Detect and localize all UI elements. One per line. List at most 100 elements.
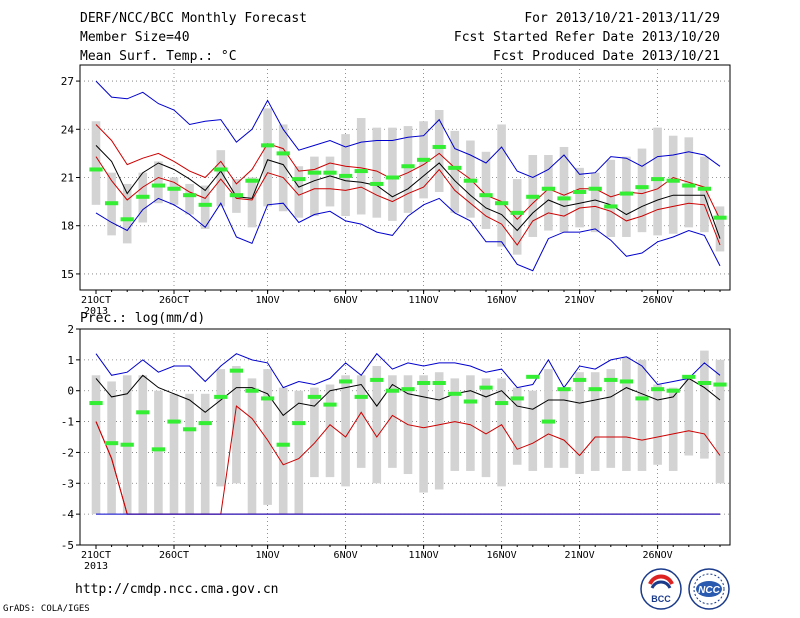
- prec-range-bar: [356, 375, 366, 468]
- temp-green-mark: [182, 193, 197, 198]
- prec-title: Prec.: log(mm/d): [80, 311, 205, 326]
- temp-green-mark: [323, 170, 337, 175]
- temp-range-bar: [200, 185, 210, 229]
- temp-xtick-label: 26OCT: [159, 295, 189, 306]
- temp-range-bar: [403, 126, 413, 213]
- prec-green-mark: [214, 394, 228, 399]
- prec-green-mark: [354, 394, 368, 399]
- prec-range-bar: [481, 378, 491, 478]
- prec-ytick-label: -3: [61, 477, 74, 490]
- prec-range-bar: [512, 387, 522, 465]
- temp-green-mark: [697, 186, 712, 191]
- temp-range-bar: [169, 177, 179, 205]
- prec-series-black-1: [95, 374, 721, 417]
- prec-range-bar: [169, 393, 179, 515]
- temp-green-mark: [292, 177, 306, 182]
- prec-green-mark: [557, 387, 571, 392]
- temp-green-mark: [307, 170, 322, 175]
- ncc-logo: NCC: [688, 568, 730, 610]
- prec-green-mark: [229, 368, 244, 373]
- prec-green-mark: [292, 421, 306, 426]
- prec-range-bar: [232, 366, 241, 484]
- temp-green-mark: [619, 191, 634, 196]
- prec-range-bar: [107, 381, 116, 515]
- temp-green-mark: [666, 178, 680, 183]
- temp-green-mark: [401, 164, 415, 169]
- prec-range-bar: [185, 393, 194, 515]
- temp-green-mark: [526, 194, 540, 199]
- prec-range-bar: [434, 372, 444, 490]
- temp-range-bar: [325, 156, 335, 207]
- temp-green-mark: [463, 178, 478, 183]
- temp-range-bar: [715, 206, 725, 252]
- temp-ytick-label: 24: [61, 123, 75, 136]
- temp-xtick-label: 11NOV: [409, 295, 439, 306]
- prec-ytick-label: -5: [61, 539, 74, 552]
- temp-green-mark: [604, 204, 618, 209]
- prec-range-bar: [653, 384, 662, 465]
- temp-range-bar: [700, 156, 709, 233]
- prec-green-mark: [619, 379, 634, 384]
- temp-xtick-label: 6NOV: [334, 295, 358, 306]
- temp-series-blue-0: [95, 80, 721, 179]
- prec-xtick-label: 11NOV: [409, 550, 439, 561]
- prec-green-mark: [448, 391, 462, 396]
- prec-range-bar: [637, 359, 647, 471]
- prec-range-bar: [622, 356, 631, 471]
- prec-green-mark: [572, 377, 587, 382]
- bcc-logo-text: BCC: [651, 594, 671, 604]
- temp-green-mark: [260, 143, 275, 148]
- temp-xtick-label: 1NOV: [256, 295, 280, 306]
- temp-range-bar: [450, 130, 460, 213]
- prec-green-mark: [541, 419, 556, 424]
- prec-green-mark: [588, 387, 602, 392]
- prec-xtick-label: 26NOV: [643, 550, 673, 561]
- prec-xtick-label: 16NOV: [487, 550, 517, 561]
- temp-green-mark: [510, 210, 524, 215]
- prec-range-bar: [466, 375, 475, 471]
- grads-credit: GrADS: COLA/IGES: [3, 604, 90, 614]
- prec-green-mark: [635, 396, 649, 401]
- temp-range-bar: [372, 127, 382, 218]
- prec-year-label: 2013: [84, 561, 108, 572]
- temp-range-bar: [653, 127, 662, 236]
- prec-green-mark: [198, 421, 212, 426]
- produced-date-label: Fcst Produced Date 2013/10/21: [493, 49, 720, 64]
- temp-range-bar: [559, 146, 569, 233]
- temp-year-label: 2013: [84, 306, 108, 317]
- temp-range-bar: [294, 166, 304, 218]
- prec-range-bar: [278, 387, 288, 515]
- temp-range-bar: [154, 161, 163, 204]
- prec-range-bar: [310, 387, 319, 478]
- temp-green-mark: [650, 177, 665, 182]
- temp-ytick-label: 18: [61, 220, 74, 233]
- temp-range-bar: [575, 167, 584, 228]
- temp-green-mark: [541, 186, 556, 191]
- temp-green-mark: [682, 183, 696, 188]
- prec-xtick-label: 6NOV: [334, 550, 358, 561]
- temp-range-bar: [91, 121, 101, 205]
- prec-green-mark: [526, 374, 540, 379]
- prec-range-bar: [294, 390, 304, 515]
- temp-range-bar: [263, 108, 272, 207]
- prec-green-mark: [245, 388, 259, 393]
- source-url[interactable]: http://cmdp.ncc.cma.gov.cn: [75, 582, 279, 597]
- temp-green-mark: [494, 201, 509, 206]
- temp-range-bar: [356, 118, 366, 215]
- prec-green-mark: [463, 399, 478, 404]
- temp-range-bar: [606, 159, 616, 237]
- bcc-logo: BCC: [640, 568, 682, 610]
- temp-ytick-label: 27: [61, 75, 74, 88]
- temp-green-mark: [167, 186, 181, 191]
- temp-green-mark: [120, 217, 134, 222]
- forecast-period: For 2013/10/21-2013/11/29: [524, 11, 720, 26]
- temp-green-mark: [354, 169, 368, 174]
- temp-green-mark: [198, 202, 212, 207]
- temp-green-mark: [588, 186, 602, 191]
- prec-green-mark: [713, 382, 727, 387]
- prec-range-bar: [247, 378, 257, 515]
- prec-range-bar: [154, 390, 163, 515]
- prec-range-bar: [700, 350, 709, 459]
- temp-range-bar: [278, 124, 288, 212]
